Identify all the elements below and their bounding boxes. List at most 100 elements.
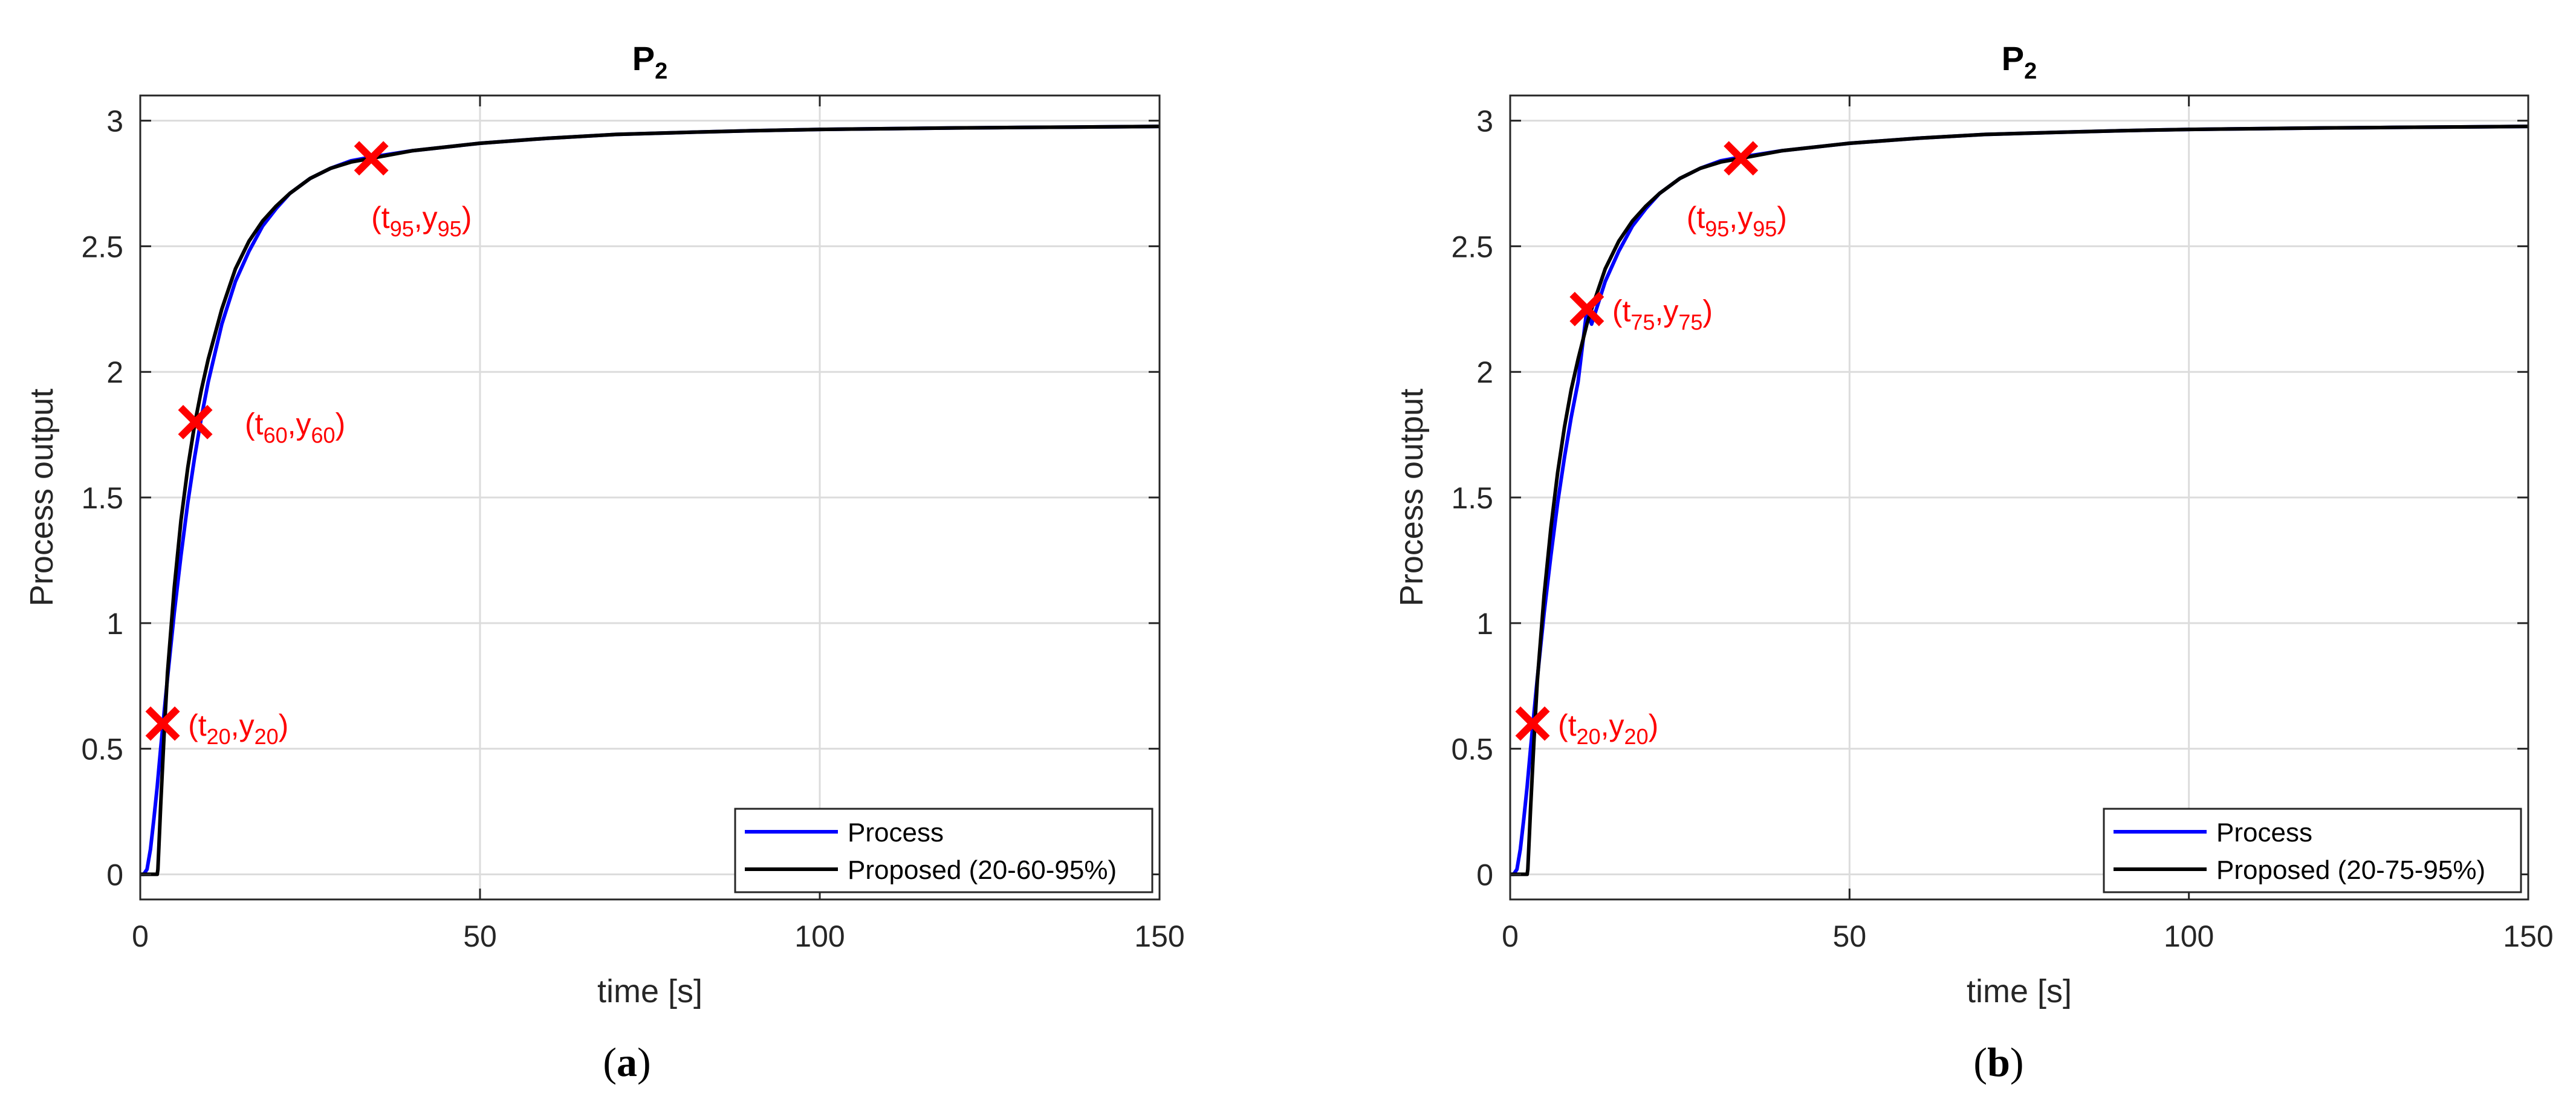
y-axis-label: Process output (24, 389, 60, 606)
series-line-proposed (140, 125, 1160, 876)
point-label-subscript: 20 (1624, 724, 1649, 749)
point-label: (t20,y20) (1558, 708, 1658, 749)
x-tick-label: 150 (2503, 919, 2553, 953)
x-tick-label: 100 (794, 919, 845, 953)
y-tick-label: 1 (106, 607, 123, 641)
point-label-part: ) (1702, 294, 1713, 328)
y-tick-label: 1.5 (1451, 481, 1493, 515)
marker-stroke (1724, 141, 1759, 176)
caption-a: (a) (566, 1038, 687, 1086)
marker-stroke (145, 706, 180, 741)
point-label-part: ,y (288, 407, 311, 441)
point-label-part: ) (279, 708, 289, 742)
x-tick-label: 50 (1833, 919, 1867, 953)
marker-point (1569, 291, 1604, 326)
point-label-subscript: 95 (1705, 216, 1729, 241)
point-label-part: ,y (1601, 708, 1624, 742)
point-label-part: ) (336, 407, 346, 441)
legend-label-proposed: Proposed (20-75-95%) (2216, 855, 2485, 885)
series-line-proposed (1510, 125, 2529, 876)
point-label-part: ,y (1729, 201, 1753, 235)
marker-stroke (1515, 706, 1550, 741)
caption-a-close: ) (637, 1039, 651, 1085)
legend-box (734, 808, 1153, 893)
x-tick-label: 0 (1502, 919, 1519, 953)
point-label-part: (t (188, 708, 207, 742)
x-tick-label: 100 (2164, 919, 2214, 953)
point-label-part: (t (1687, 201, 1705, 235)
point-label-part: (t (1612, 294, 1631, 328)
marker-point (1724, 141, 1759, 176)
point-label-subscript: 20 (255, 724, 279, 749)
legend-label-proposed: Proposed (20-60-95%) (848, 855, 1117, 885)
y-tick-label: 2 (106, 355, 123, 389)
y-tick-label: 2 (1476, 355, 1493, 389)
x-axis-label: time [s] (597, 973, 702, 1009)
y-tick-label: 0 (106, 858, 123, 892)
chart-a: 0 50 100 150 0 0.5 1 1.5 2 2.5 3 time [s] Process ou… (24, 39, 1185, 1009)
y-tick-label: 1.5 (81, 481, 123, 515)
point-label-subscript: 95 (390, 216, 414, 241)
y-tick-label: 0.5 (1451, 733, 1493, 766)
marker-point (145, 706, 180, 741)
point-label-subscript: 60 (264, 423, 288, 447)
point-label-part: (t (245, 407, 264, 441)
point-label-subscript: 20 (207, 724, 231, 749)
point-label-subscript: 20 (1577, 724, 1601, 749)
y-tick-label: 3 (106, 105, 123, 138)
point-label-part: (t (1558, 708, 1577, 742)
x-tick-label: 150 (1134, 919, 1184, 953)
chart-title: P2 (632, 39, 668, 84)
legend: Process Proposed (20-75-95%) (2103, 808, 2522, 893)
caption-a-letter: a (617, 1039, 637, 1085)
legend-label-process: Process (848, 818, 944, 847)
point-label-part: (t (371, 201, 390, 235)
point-label: (t20,y20) (188, 708, 288, 749)
marker-stroke (354, 141, 389, 176)
chart-b: 0 50 100 150 0 0.5 1 1.5 2 2.5 3 time [s] Process ou… (1393, 39, 2554, 1009)
y-tick-label: 3 (1476, 105, 1493, 138)
point-label: (t75,y75) (1612, 294, 1713, 334)
y-tick-label: 2.5 (1451, 230, 1493, 264)
point-label: (t60,y60) (245, 407, 345, 447)
y-axis-label: Process output (1393, 389, 1430, 606)
point-label-part: ,y (1655, 294, 1678, 328)
point-label-part: ) (1777, 201, 1787, 235)
point-label-part: ) (462, 201, 472, 235)
point-label: (t95,y95) (371, 201, 472, 241)
chart-title-subscript: 2 (2024, 59, 2037, 84)
caption-b-letter: b (1987, 1039, 2010, 1085)
point-label-part: ,y (231, 708, 255, 742)
legend-box (2103, 808, 2522, 893)
caption-b-close: ) (2010, 1039, 2024, 1085)
point-label: (t95,y95) (1687, 201, 1787, 241)
point-label-part: ) (1649, 708, 1659, 742)
x-axis-label: time [s] (1967, 973, 2072, 1009)
marker-point (178, 404, 213, 439)
point-label-subscript: 75 (1678, 309, 1702, 334)
legend: Process Proposed (20-60-95%) (734, 808, 1153, 893)
x-tick-label: 50 (463, 919, 497, 953)
y-tick-label: 2.5 (81, 230, 123, 264)
x-tick-label: 0 (132, 919, 149, 953)
point-label-subscript: 95 (438, 216, 462, 241)
marker-point (1515, 706, 1550, 741)
legend-label-process: Process (2216, 818, 2312, 847)
caption-a-open: ( (603, 1039, 617, 1085)
chart-title: P2 (2002, 39, 2037, 84)
marker-stroke (178, 404, 213, 439)
chart-title-subscript: 2 (655, 59, 667, 84)
point-label-subscript: 95 (1753, 216, 1777, 241)
marker-point (354, 141, 389, 176)
y-tick-label: 0 (1476, 858, 1493, 892)
chart-title-main: P (2002, 39, 2024, 77)
point-label-subscript: 60 (311, 423, 336, 447)
y-tick-label: 1 (1476, 607, 1493, 641)
chart-title-main: P (632, 39, 655, 77)
caption-b: (b) (1938, 1038, 2059, 1086)
marker-stroke (1569, 291, 1604, 326)
caption-b-open: ( (1973, 1039, 1988, 1085)
y-tick-label: 0.5 (81, 733, 123, 766)
point-label-subscript: 75 (1630, 309, 1655, 334)
